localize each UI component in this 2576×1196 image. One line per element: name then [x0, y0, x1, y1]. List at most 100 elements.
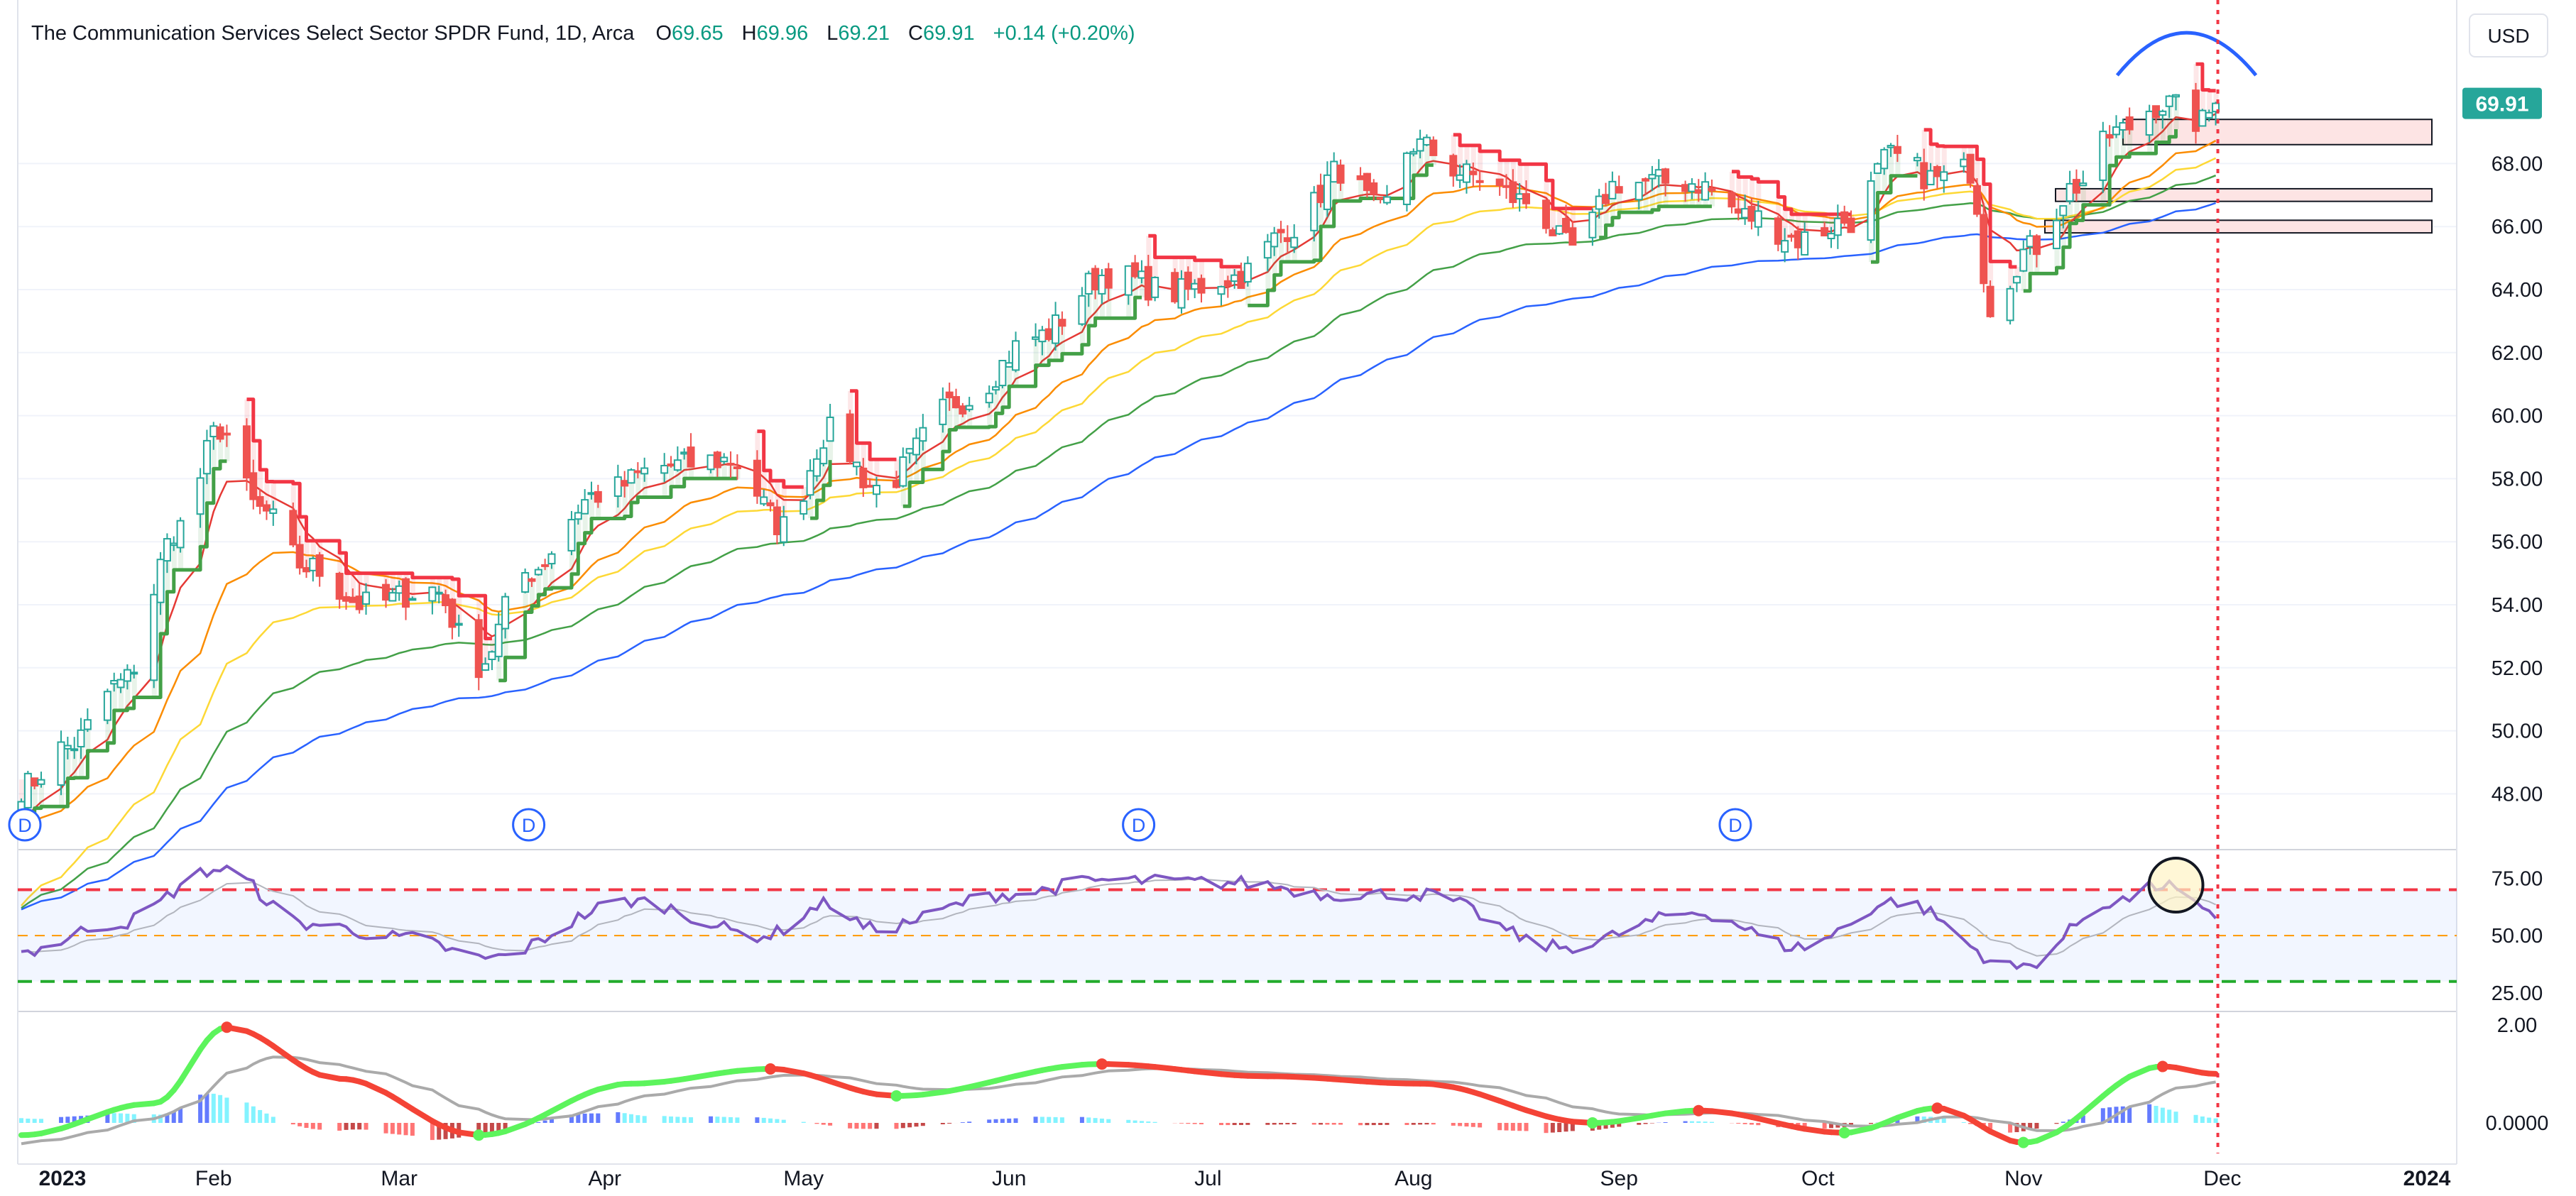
macd-histogram-bar	[1961, 1122, 1966, 1123]
stop-fill	[635, 472, 641, 498]
macd-histogram-bar	[1385, 1123, 1390, 1125]
currency-button[interactable]: USD	[2469, 13, 2548, 57]
candle-body	[1833, 217, 1842, 236]
macd-histogram-bar	[616, 1112, 621, 1123]
stop-fill	[1517, 164, 1523, 194]
candle-body	[567, 519, 576, 552]
stop-line-segment	[902, 295, 1142, 508]
support-zone	[2044, 219, 2433, 234]
macd-line-segment	[1013, 1068, 1039, 1079]
candle-body	[435, 591, 443, 595]
macd-histogram-bar	[1232, 1123, 1237, 1126]
macd-line-segment	[1523, 1107, 1549, 1119]
stop-fill	[967, 405, 973, 427]
stop-line-segment	[498, 476, 738, 683]
candle-body	[985, 393, 993, 404]
macd-histogram-bar	[390, 1123, 395, 1134]
candle-body	[1310, 192, 1319, 231]
stop-fill	[1941, 146, 1947, 172]
candle-body	[216, 426, 224, 440]
stop-fill	[2114, 127, 2119, 158]
macd-histogram-bar	[1703, 1121, 1708, 1123]
candle-body	[83, 719, 92, 730]
candle-body	[2112, 126, 2120, 136]
macd-histogram-bar	[2213, 1118, 2218, 1123]
macd-histogram-bar	[2054, 1123, 2059, 1124]
candle-body	[123, 669, 131, 682]
macd-histogram-bar	[271, 1117, 275, 1123]
macd-histogram-bar	[848, 1123, 853, 1129]
candle-body	[905, 448, 914, 454]
macd-histogram-bar	[861, 1123, 866, 1129]
macd-histogram-bar	[1358, 1123, 1363, 1126]
stop-fill	[1464, 145, 1470, 165]
time-tick-label: Apr	[588, 1167, 621, 1190]
price-tick-label: 64.00	[2492, 279, 2543, 302]
candle-body	[998, 360, 1007, 387]
candle-body	[2198, 109, 2207, 127]
candle-body	[621, 480, 629, 487]
stop-fill	[1915, 158, 1921, 176]
macd-histogram-bar	[1186, 1123, 1191, 1124]
macd-turn-dot	[1693, 1104, 1705, 1117]
macd-histogram-bar	[814, 1123, 819, 1124]
macd-line-segment	[1755, 1115, 1781, 1126]
candle-body	[1681, 184, 1690, 192]
time-tick-label: Nov	[2004, 1167, 2042, 1190]
macd-line-segment	[688, 1072, 714, 1081]
macd-line-segment	[780, 1067, 807, 1077]
macd-histogram-bar	[2100, 1108, 2105, 1123]
macd-histogram-bar	[1941, 1118, 1946, 1123]
macd-histogram-bar	[1007, 1118, 1012, 1123]
macd-histogram-bar	[1013, 1118, 1018, 1123]
macd-histogram-bar	[1895, 1119, 1900, 1123]
macd-turn-dot	[2017, 1136, 2029, 1148]
stop-fill	[1279, 232, 1284, 262]
macd-histogram-bar	[158, 1114, 163, 1123]
candle-body	[428, 586, 437, 602]
candle-body	[673, 459, 682, 471]
macd-histogram-bar	[105, 1112, 110, 1123]
stop-line-segment	[1923, 128, 2017, 269]
candle-body	[1098, 275, 1106, 295]
candle-body	[766, 502, 775, 507]
macd-histogram-bar	[410, 1123, 415, 1136]
macd-histogram-bar	[1683, 1121, 1688, 1123]
candle-body	[1038, 329, 1047, 343]
stop-fill	[1139, 271, 1145, 298]
stop-line-segment	[1599, 204, 1712, 240]
macd-histogram-bar	[993, 1119, 998, 1123]
macd-histogram-bar	[1696, 1121, 1701, 1123]
stop-fill	[669, 466, 675, 487]
stop-fill	[111, 681, 117, 711]
candle-body	[448, 598, 457, 628]
stop-fill	[689, 466, 694, 479]
open-label: O	[655, 22, 672, 45]
macd-histogram-bar	[761, 1117, 766, 1123]
macd-histogram-bar	[2107, 1107, 2112, 1123]
macd-histogram-bar	[1039, 1117, 1044, 1123]
stop-fill	[2028, 236, 2034, 274]
macd-histogram-bar	[854, 1123, 859, 1129]
macd-histogram-bar	[443, 1123, 448, 1139]
macd-histogram-bar	[258, 1109, 263, 1123]
stop-fill	[2008, 266, 2014, 289]
macd-histogram-bar	[1199, 1123, 1204, 1124]
macd-histogram-bar	[1219, 1123, 1223, 1126]
macd-histogram-bar	[1431, 1123, 1436, 1125]
macd-histogram-bar	[1504, 1123, 1509, 1131]
stop-fill	[1059, 326, 1065, 354]
macd-histogram-bar	[430, 1123, 435, 1141]
candle-body	[1926, 170, 1935, 186]
time-tick-label: 2023	[39, 1167, 87, 1190]
candle-body	[1794, 230, 1802, 248]
stop-fill	[1497, 160, 1503, 186]
candle-body	[1634, 182, 1643, 201]
macd-histogram-bar	[1146, 1121, 1151, 1123]
macd-line-segment	[178, 1046, 204, 1085]
candle-body	[1263, 241, 1272, 259]
candle-body	[1827, 233, 1835, 240]
last-price-label: 69.91	[2475, 93, 2528, 116]
macd-histogram-bar	[1603, 1123, 1608, 1129]
